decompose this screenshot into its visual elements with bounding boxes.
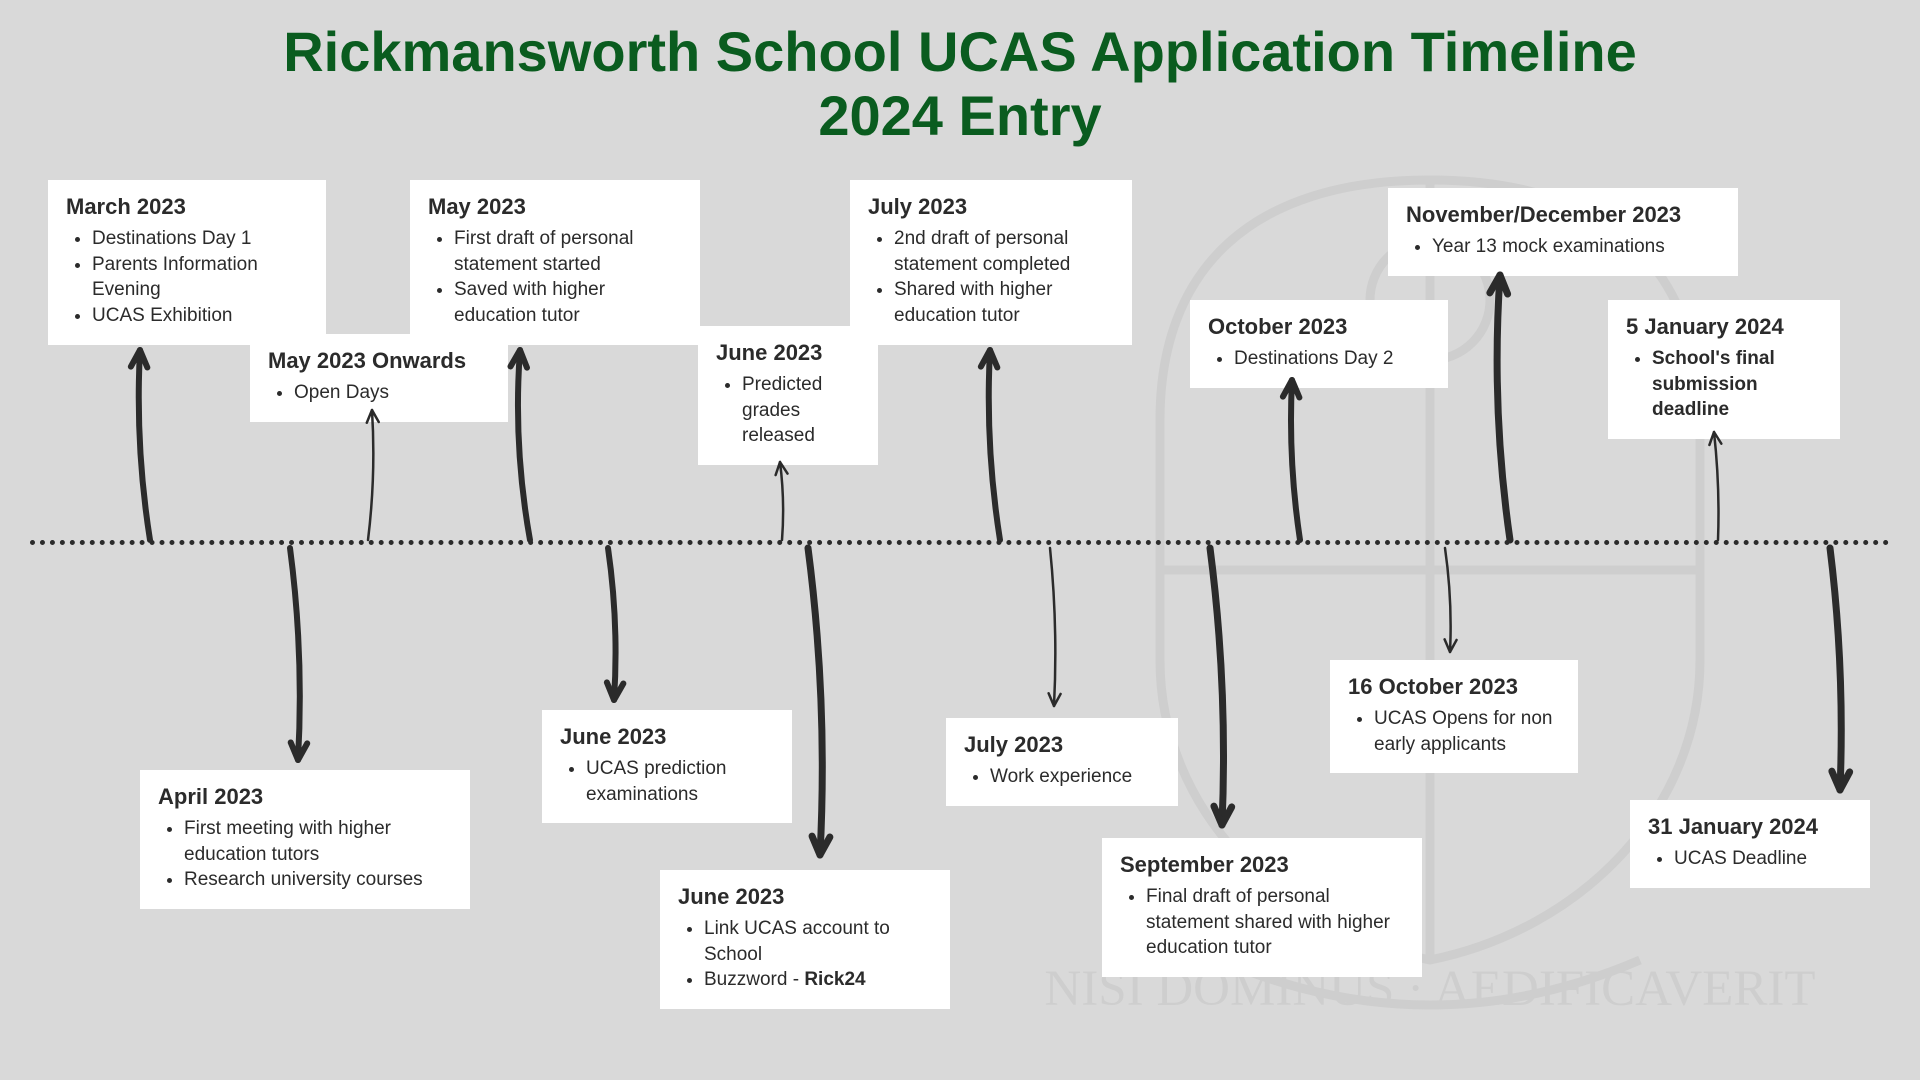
- timeline-arrow: [518, 350, 530, 540]
- arrowhead-icon: [1049, 693, 1061, 706]
- card-heading: June 2023: [560, 724, 774, 750]
- card-heading: 5 January 2024: [1626, 314, 1822, 340]
- card-heading: June 2023: [716, 340, 860, 366]
- timeline-arrow: [1714, 432, 1719, 540]
- card-heading: June 2023: [678, 884, 932, 910]
- card-heading: April 2023: [158, 784, 452, 810]
- card-item: Shared with higher education tutor: [894, 277, 1114, 328]
- timeline-card-may23onwards: May 2023 Onwards Open Days: [250, 334, 508, 422]
- timeline-arrow: [808, 548, 822, 855]
- card-item: First meeting with higher education tuto…: [184, 816, 452, 867]
- arrowhead-icon: [1445, 639, 1457, 652]
- card-item: UCAS Deadline: [1674, 846, 1852, 872]
- timeline-card-may23: May 2023 First draft of personal statemen…: [410, 180, 700, 345]
- card-items: Year 13 mock examinations: [1406, 234, 1720, 260]
- timeline-card-jan31: 31 January 2024 UCAS Deadline: [1630, 800, 1870, 888]
- arrowhead-icon: [131, 350, 148, 368]
- card-item: Destinations Day 1: [92, 226, 308, 252]
- card-items: Destinations Day 2: [1208, 346, 1430, 372]
- card-heading: May 2023 Onwards: [268, 348, 490, 374]
- card-item: UCAS Opens for non early applicants: [1374, 706, 1560, 757]
- card-item: Destinations Day 2: [1234, 346, 1430, 372]
- timeline-arrow: [780, 462, 783, 540]
- card-item: Work experience: [990, 764, 1160, 790]
- card-heading: July 2023: [964, 732, 1160, 758]
- timeline-card-jun23b: June 2023 UCAS prediction examinations: [542, 710, 792, 823]
- card-items: UCAS Opens for non early applicants: [1348, 706, 1560, 757]
- timeline-arrow: [290, 548, 300, 760]
- card-items: 2nd draft of personal statement complete…: [868, 226, 1114, 329]
- card-item: UCAS Exhibition: [92, 303, 308, 329]
- card-item: Year 13 mock examinations: [1432, 234, 1720, 260]
- timeline-axis: [30, 540, 1890, 545]
- card-items: Open Days: [268, 380, 490, 406]
- arrowhead-icon: [1490, 275, 1508, 294]
- timeline-card-jun23a: June 2023 Predicted grades released: [698, 326, 878, 465]
- arrowhead-icon: [511, 350, 527, 368]
- arrowhead-icon: [812, 836, 830, 855]
- card-items: Destinations Day 1Parents Information Ev…: [66, 226, 308, 329]
- timeline-card-jul23b: July 2023 Work experience: [946, 718, 1178, 806]
- card-item: UCAS prediction examinations: [586, 756, 774, 807]
- timeline-card-mar23: March 2023 Destinations Day 1Parents Info…: [48, 180, 326, 345]
- card-items: Link UCAS account to SchoolBuzzword - Ri…: [678, 916, 932, 993]
- card-heading: May 2023: [428, 194, 682, 220]
- timeline-arrow: [989, 350, 1000, 540]
- card-heading: November/December 2023: [1406, 202, 1720, 228]
- timeline-card-oct16: 16 October 2023 UCAS Opens for non early …: [1330, 660, 1578, 773]
- card-item: Open Days: [294, 380, 490, 406]
- card-item: Saved with higher education tutor: [454, 277, 682, 328]
- timeline-arrow: [1830, 548, 1841, 790]
- card-items: UCAS prediction examinations: [560, 756, 774, 807]
- arrowhead-icon: [1832, 771, 1850, 790]
- arrowhead-icon: [607, 682, 623, 700]
- timeline-card-apr23: April 2023 First meeting with higher educ…: [140, 770, 470, 909]
- card-item: Research university courses: [184, 867, 452, 893]
- timeline-card-jan5: 5 January 2024 School's final submission …: [1608, 300, 1840, 439]
- card-heading: September 2023: [1120, 852, 1404, 878]
- page-title: Rickmansworth School UCAS Application Ti…: [0, 0, 1920, 149]
- card-item: Parents Information Evening: [92, 252, 308, 303]
- card-items: UCAS Deadline: [1648, 846, 1852, 872]
- card-item: First draft of personal statement starte…: [454, 226, 682, 277]
- card-items: Predicted grades released: [716, 372, 860, 449]
- card-heading: 16 October 2023: [1348, 674, 1560, 700]
- card-heading: 31 January 2024: [1648, 814, 1852, 840]
- timeline-arrow: [368, 410, 373, 540]
- timeline-arrow: [1050, 548, 1055, 706]
- card-items: Work experience: [964, 764, 1160, 790]
- arrowhead-icon: [291, 742, 308, 760]
- timeline-card-sep23: September 2023 Final draft of personal st…: [1102, 838, 1422, 977]
- card-items: First draft of personal statement starte…: [428, 226, 682, 329]
- card-heading: March 2023: [66, 194, 308, 220]
- card-heading: October 2023: [1208, 314, 1430, 340]
- timeline-arrow: [1210, 548, 1224, 825]
- timeline-arrow: [139, 350, 150, 540]
- card-item: Buzzword - Rick24: [704, 967, 932, 993]
- card-item: Link UCAS account to School: [704, 916, 932, 967]
- title-line-1: Rickmansworth School UCAS Application Ti…: [283, 20, 1637, 83]
- timeline-card-jul23a: July 2023 2nd draft of personal statement…: [850, 180, 1132, 345]
- card-item: School's final submission deadline: [1652, 346, 1822, 423]
- timeline-arrow: [1497, 275, 1510, 540]
- timeline-arrow: [608, 548, 616, 700]
- card-item: 2nd draft of personal statement complete…: [894, 226, 1114, 277]
- arrowhead-icon: [981, 350, 998, 368]
- timeline-card-oct23a: October 2023 Destinations Day 2: [1190, 300, 1448, 388]
- card-item: Final draft of personal statement shared…: [1146, 884, 1404, 961]
- card-item: Predicted grades released: [742, 372, 860, 449]
- timeline-arrow: [1445, 548, 1451, 652]
- arrowhead-icon: [1214, 806, 1232, 825]
- title-line-2: 2024 Entry: [818, 84, 1101, 147]
- card-items: School's final submission deadline: [1626, 346, 1822, 423]
- card-items: Final draft of personal statement shared…: [1120, 884, 1404, 961]
- timeline-card-novdec23: November/December 2023 Year 13 mock exami…: [1388, 188, 1738, 276]
- card-heading: July 2023: [868, 194, 1114, 220]
- timeline-card-jun23c: June 2023 Link UCAS account to SchoolBuzz…: [660, 870, 950, 1009]
- timeline-arrow: [1291, 380, 1300, 540]
- card-items: First meeting with higher education tuto…: [158, 816, 452, 893]
